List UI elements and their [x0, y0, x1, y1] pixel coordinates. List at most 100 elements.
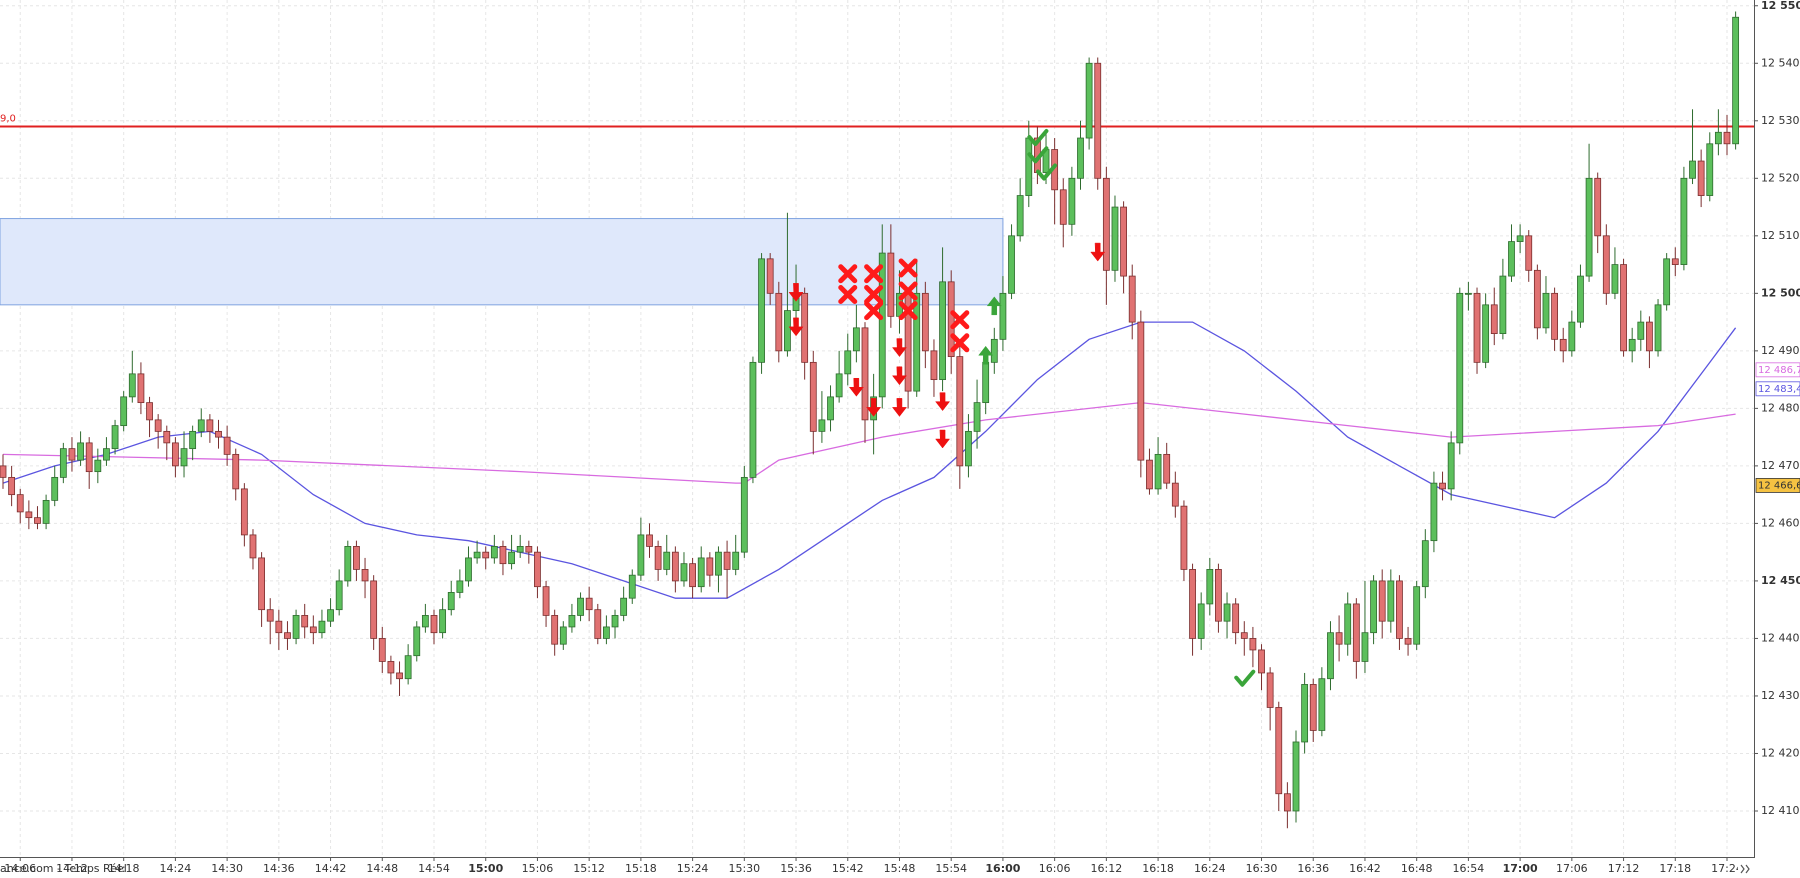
candle-body [404, 655, 412, 680]
candle-body [715, 551, 722, 576]
x-tick-label: 15:12 [573, 862, 605, 875]
candle-body [1318, 678, 1326, 731]
candle-body [1680, 177, 1688, 265]
candle-body [180, 448, 188, 467]
scroll-right-button[interactable] [1738, 860, 1754, 877]
signal-cross [864, 301, 884, 321]
candle-body [1309, 684, 1317, 731]
candle-body [1111, 206, 1119, 271]
candle-body [1577, 275, 1584, 323]
scroll-right-hit[interactable] [1738, 860, 1754, 877]
source-label: ance.com - Temps Réel [0, 862, 127, 875]
candle-body [516, 546, 524, 553]
x-tick-label: 14:30 [211, 862, 243, 875]
candle-body [1585, 177, 1593, 277]
x-tick-label: 17:24 [1711, 862, 1743, 875]
candle-body [309, 626, 317, 634]
signal-cross [838, 264, 858, 284]
signal-cross [898, 281, 918, 301]
signal-layer [788, 129, 1256, 687]
x-tick-label: 16:48 [1401, 862, 1433, 875]
candle-body [128, 373, 136, 398]
candle-body [42, 499, 50, 524]
candle-body [1706, 143, 1714, 196]
candle-body [1542, 292, 1550, 329]
candle-body [559, 626, 567, 645]
candle-body [137, 373, 145, 404]
candle-body [94, 459, 102, 473]
candle-body [8, 476, 16, 496]
candle-body [844, 350, 852, 375]
candle-body [766, 258, 774, 294]
candle-body [1628, 338, 1636, 352]
candle-body [628, 574, 636, 599]
candle-body [1197, 603, 1205, 639]
candle-body [930, 350, 938, 381]
zone [0, 218, 1004, 306]
candle-body [697, 557, 705, 588]
candle-body [215, 430, 222, 438]
signal-cross [898, 301, 918, 321]
candle-body [1025, 137, 1033, 196]
x-tick-label: 17:00 [1503, 862, 1538, 875]
candle-body [1016, 195, 1024, 237]
candle-body [1094, 62, 1102, 179]
candle-body [240, 488, 248, 536]
candle-body [861, 327, 869, 421]
axis-layer: 12 410 12 420 12 430 12 440 12 450 12 460 12 4… [4, 0, 1800, 875]
candle-body [534, 551, 541, 588]
y-tick-label: 12 540 [1761, 56, 1800, 69]
signal-down [935, 429, 950, 449]
candle-body [1447, 442, 1455, 490]
candle-body [1008, 235, 1015, 294]
candle-body [887, 252, 895, 317]
moving-average [2, 321, 1737, 599]
candle-body [370, 580, 378, 639]
signal-down [788, 283, 804, 302]
candle-body [1085, 62, 1093, 139]
x-tick-label: 15:24 [677, 862, 709, 875]
y-tick-label: 12 440 [1761, 631, 1800, 644]
candle-body [413, 626, 421, 657]
candle-body [1508, 241, 1515, 277]
candle-body [1568, 321, 1576, 352]
y-tick-label: 12 420 [1761, 746, 1800, 759]
signal-down [849, 377, 864, 397]
candle-body [232, 453, 240, 490]
candle-body [551, 615, 559, 645]
price-tag [1755, 381, 1800, 397]
x-tick-label: 15:00 [468, 862, 503, 875]
candle-body [456, 580, 464, 593]
x-tick-label: 16:00 [985, 862, 1020, 875]
candle-body [284, 632, 291, 639]
candle-body [1516, 235, 1524, 242]
candle-body [1077, 137, 1084, 179]
x-tick-label: 16:24 [1194, 862, 1226, 875]
candle-body [490, 546, 498, 559]
y-tick-label: 12 500 [1761, 286, 1800, 299]
candle-body [1732, 16, 1740, 145]
x-tick-label: 15:42 [832, 862, 864, 875]
y-tick-label: 12 550 [1761, 0, 1800, 12]
candle-body [784, 310, 791, 352]
candle-body [1714, 131, 1722, 145]
candle-body [206, 419, 214, 432]
x-tick-label: 15:06 [522, 862, 554, 875]
candle-body [818, 419, 826, 432]
candle-body [1180, 505, 1188, 570]
candle-body [1240, 632, 1248, 639]
candle-body [1671, 258, 1679, 265]
x-tick-label: 14:36 [263, 862, 295, 875]
y-tick-label: 12 470 [1761, 459, 1800, 472]
candle-body [344, 546, 352, 582]
candle-body [1482, 304, 1490, 363]
chevron [1745, 864, 1750, 874]
x-tick-label: 16:12 [1091, 862, 1123, 875]
signal-cross [950, 333, 970, 353]
candle-body [189, 430, 197, 450]
signal-cross [838, 284, 858, 304]
candle-body [1499, 275, 1507, 334]
candle-body [1637, 321, 1645, 340]
candle-body [1413, 586, 1421, 645]
